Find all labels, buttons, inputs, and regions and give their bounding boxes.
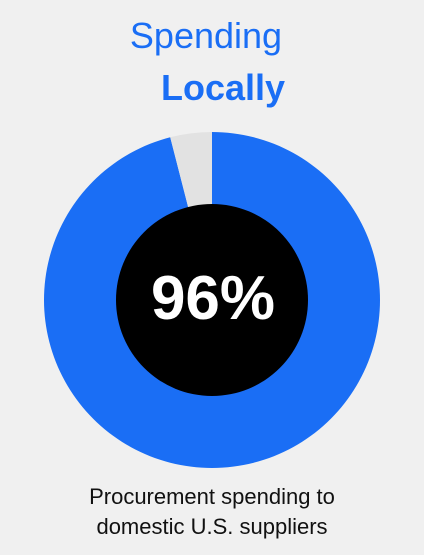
caption-line-2: domestic U.S. suppliers — [96, 514, 328, 539]
chart-title-line-2: Locally — [160, 67, 286, 108]
center-percentage-label: 96% — [150, 264, 276, 333]
chart-caption: Procurement spending to domestic U.S. su… — [0, 482, 424, 542]
donut-chart — [43, 132, 380, 468]
chart-title-line-1: Spending — [129, 15, 283, 56]
donut-center — [116, 204, 308, 396]
caption-line-1: Procurement spending to — [89, 484, 335, 509]
